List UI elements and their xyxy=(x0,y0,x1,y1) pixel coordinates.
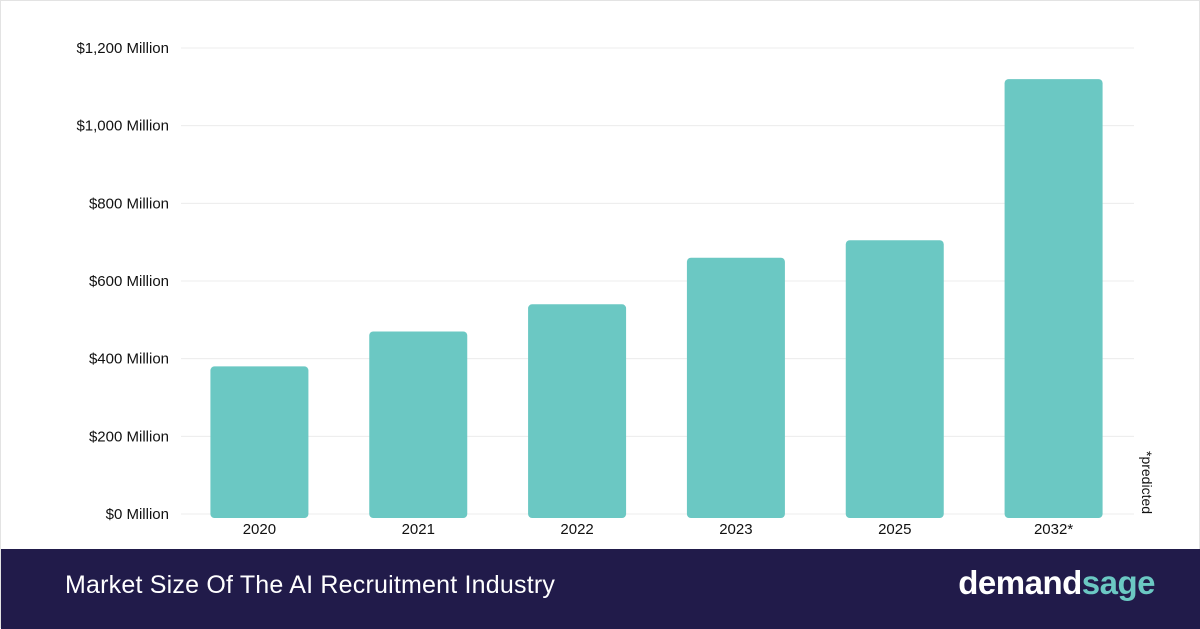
x-tick-label: 2021 xyxy=(402,521,435,538)
y-tick-label: $400 Million xyxy=(89,351,169,368)
y-tick-label: $1,200 Million xyxy=(76,40,169,57)
brand-logo-part1: demand xyxy=(958,564,1082,601)
x-tick-label: 2020 xyxy=(243,521,276,538)
bar xyxy=(845,240,944,518)
brand-logo: demandsage xyxy=(958,564,1155,602)
bar xyxy=(1004,79,1103,519)
x-tick-label: 2032* xyxy=(1034,521,1073,538)
x-tick-label: 2025 xyxy=(878,521,911,538)
y-tick-label: $0 Million xyxy=(106,506,169,523)
y-tick-label: $600 Million xyxy=(89,273,169,290)
x-tick-label: 2023 xyxy=(719,521,752,538)
bar xyxy=(528,304,627,518)
bar-chart: $0 Million $200 Million $400 Million $600 M… xyxy=(76,40,1134,538)
bar xyxy=(686,257,785,518)
brand-logo-part2: sage xyxy=(1081,564,1156,601)
y-tick-label: $800 Million xyxy=(89,195,169,212)
predicted-note: *predicted xyxy=(1139,451,1155,515)
chart-title: Market Size Of The AI Recruitment Indust… xyxy=(65,571,556,599)
y-tick-label: $200 Million xyxy=(89,428,169,445)
bar xyxy=(369,331,468,518)
footer-banner: Market Size Of The AI Recruitment Indust… xyxy=(1,549,1200,629)
bar xyxy=(210,366,309,518)
y-tick-label: $1,000 Million xyxy=(76,118,169,135)
x-tick-label: 2022 xyxy=(560,521,593,538)
